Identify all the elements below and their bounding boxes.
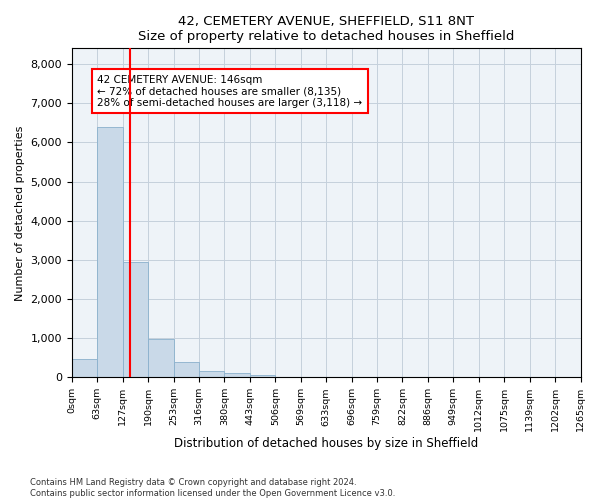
Bar bbox=[72, 359, 97, 378]
Title: 42, CEMETERY AVENUE, SHEFFIELD, S11 8NT
Size of property relative to detached ho: 42, CEMETERY AVENUE, SHEFFIELD, S11 8NT … bbox=[138, 15, 514, 43]
Bar bbox=[224, 373, 250, 378]
Text: 42 CEMETERY AVENUE: 146sqm
← 72% of detached houses are smaller (8,135)
28% of s: 42 CEMETERY AVENUE: 146sqm ← 72% of deta… bbox=[97, 74, 362, 108]
Text: Contains HM Land Registry data © Crown copyright and database right 2024.
Contai: Contains HM Land Registry data © Crown c… bbox=[30, 478, 395, 498]
Bar bbox=[97, 126, 123, 378]
Bar bbox=[123, 262, 148, 378]
Bar bbox=[148, 340, 173, 378]
X-axis label: Distribution of detached houses by size in Sheffield: Distribution of detached houses by size … bbox=[174, 437, 478, 450]
Bar bbox=[173, 362, 199, 378]
Bar bbox=[199, 371, 224, 378]
Bar bbox=[250, 374, 275, 378]
Y-axis label: Number of detached properties: Number of detached properties bbox=[15, 125, 25, 300]
